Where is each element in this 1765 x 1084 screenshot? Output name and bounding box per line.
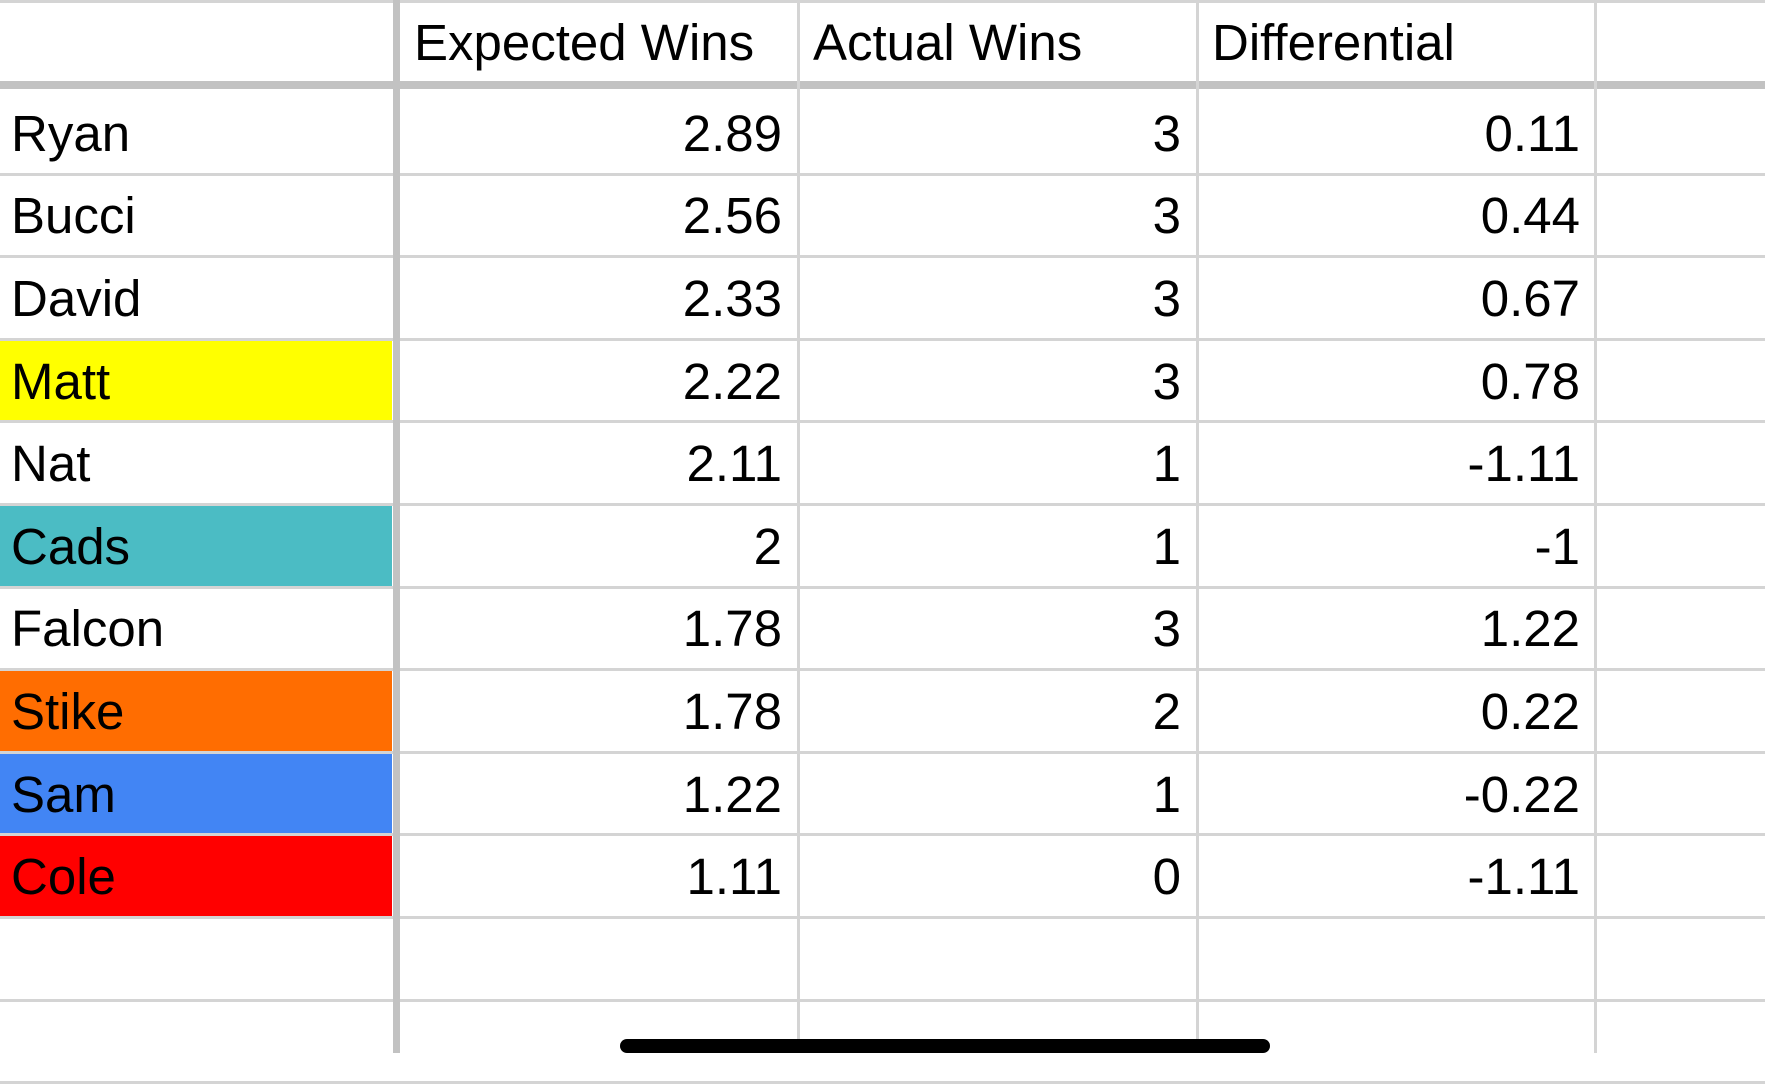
expected-wins-cell[interactable]: 2.89	[682, 104, 782, 162]
differential-cell[interactable]: -1	[1534, 517, 1580, 575]
empty-cell[interactable]	[1597, 257, 1765, 340]
actual-wins-cell[interactable]: 2	[1152, 682, 1181, 740]
empty-cell[interactable]	[1597, 753, 1765, 836]
empty-cell[interactable]	[1597, 340, 1765, 423]
header-differential[interactable]: Differential	[1212, 13, 1455, 71]
expected-wins-cell[interactable]: 2.11	[686, 435, 782, 493]
player-name-cell[interactable]: Falcon	[0, 587, 392, 671]
gridline-horizontal	[0, 503, 1765, 506]
actual-wins-cell[interactable]: 3	[1152, 104, 1181, 162]
empty-cell[interactable]	[1597, 835, 1765, 918]
player-name-cell[interactable]: Cads	[0, 505, 392, 588]
expected-wins-cell[interactable]: 2	[753, 517, 782, 575]
empty-cell[interactable]	[1597, 175, 1765, 258]
empty-cell[interactable]	[1597, 505, 1765, 588]
empty-cell[interactable]	[1198, 918, 1594, 1001]
expected-wins-cell[interactable]: 2.22	[682, 352, 782, 410]
expected-wins-cell[interactable]: 2.33	[682, 269, 782, 327]
differential-cell[interactable]: 0.11	[1484, 104, 1580, 162]
empty-cell[interactable]	[400, 918, 796, 1001]
player-name-cell[interactable]: Cole	[0, 835, 392, 918]
expected-wins-cell[interactable]: 1.78	[682, 600, 782, 658]
player-name-cell[interactable]: Matt	[0, 339, 392, 423]
differential-cell[interactable]: 0.78	[1480, 352, 1580, 410]
actual-wins-cell[interactable]: 1	[1152, 765, 1181, 823]
player-name-cell[interactable]: Nat	[0, 422, 392, 505]
differential-cell[interactable]: 0.67	[1480, 269, 1580, 327]
gridline-horizontal	[0, 420, 1765, 423]
player-name-cell[interactable]: David	[0, 257, 392, 340]
gridline-vertical	[1594, 0, 1597, 1053]
gridline-horizontal	[0, 173, 1765, 176]
player-name-cell[interactable]: Ryan	[0, 92, 392, 175]
empty-cell[interactable]	[1597, 1001, 1765, 1084]
frozen-column-divider	[393, 0, 400, 1053]
empty-cell[interactable]	[1597, 670, 1765, 753]
differential-cell[interactable]: 1.22	[1480, 600, 1580, 658]
gridline-vertical	[1196, 0, 1199, 1053]
gridline-vertical	[797, 0, 800, 1053]
actual-wins-cell[interactable]: 1	[1152, 435, 1181, 493]
header-expected-wins[interactable]: Expected Wins	[414, 13, 755, 71]
differential-cell[interactable]: 0.44	[1480, 187, 1580, 245]
empty-cell[interactable]	[1597, 588, 1765, 671]
frozen-row-divider	[0, 81, 1765, 89]
expected-wins-cell[interactable]: 1.78	[682, 682, 782, 740]
actual-wins-cell[interactable]: 0	[1152, 848, 1181, 906]
differential-cell[interactable]: -1.11	[1467, 848, 1580, 906]
empty-cell[interactable]	[1597, 918, 1765, 1001]
gridline-horizontal	[0, 916, 1765, 919]
differential-cell[interactable]: -0.22	[1463, 765, 1580, 823]
home-indicator-bar	[620, 1039, 1270, 1053]
actual-wins-cell[interactable]: 3	[1152, 187, 1181, 245]
expected-wins-cell[interactable]: 2.56	[682, 187, 782, 245]
gridline-horizontal	[0, 255, 1765, 258]
empty-cell[interactable]	[0, 918, 392, 1001]
gridline-horizontal	[0, 751, 1765, 754]
empty-cell[interactable]	[1597, 422, 1765, 505]
gridline-horizontal	[0, 586, 1765, 589]
empty-cell[interactable]	[0, 1001, 392, 1084]
differential-cell[interactable]: 0.22	[1480, 682, 1580, 740]
empty-cell[interactable]	[799, 918, 1195, 1001]
player-name-cell[interactable]: Bucci	[0, 174, 392, 258]
player-name-cell[interactable]: Sam	[0, 752, 392, 836]
header-empty-cell[interactable]	[1597, 0, 1765, 84]
expected-wins-cell[interactable]: 1.22	[682, 765, 782, 823]
gridline-horizontal	[0, 833, 1765, 836]
actual-wins-cell[interactable]: 3	[1152, 352, 1181, 410]
gridline-horizontal	[0, 999, 1765, 1002]
gridline-horizontal	[0, 338, 1765, 341]
actual-wins-cell[interactable]: 1	[1152, 517, 1181, 575]
gridline-horizontal	[0, 668, 1765, 671]
gridline-horizontal	[0, 0, 1765, 3]
header-corner-cell[interactable]	[0, 0, 392, 84]
actual-wins-cell[interactable]: 3	[1152, 269, 1181, 327]
player-name-cell[interactable]: Stike	[0, 670, 392, 753]
actual-wins-cell[interactable]: 3	[1152, 600, 1181, 658]
header-actual-wins[interactable]: Actual Wins	[813, 13, 1083, 71]
empty-cell[interactable]	[1597, 92, 1765, 175]
expected-wins-cell[interactable]: 1.11	[686, 848, 782, 906]
differential-cell[interactable]: -1.11	[1467, 435, 1580, 493]
